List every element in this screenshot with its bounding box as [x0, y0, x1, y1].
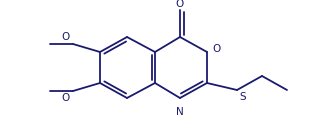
Text: O: O — [212, 44, 220, 54]
Text: N: N — [176, 107, 184, 117]
Text: O: O — [176, 0, 184, 9]
Text: S: S — [239, 92, 245, 102]
Text: O: O — [62, 93, 70, 103]
Text: O: O — [62, 32, 70, 42]
